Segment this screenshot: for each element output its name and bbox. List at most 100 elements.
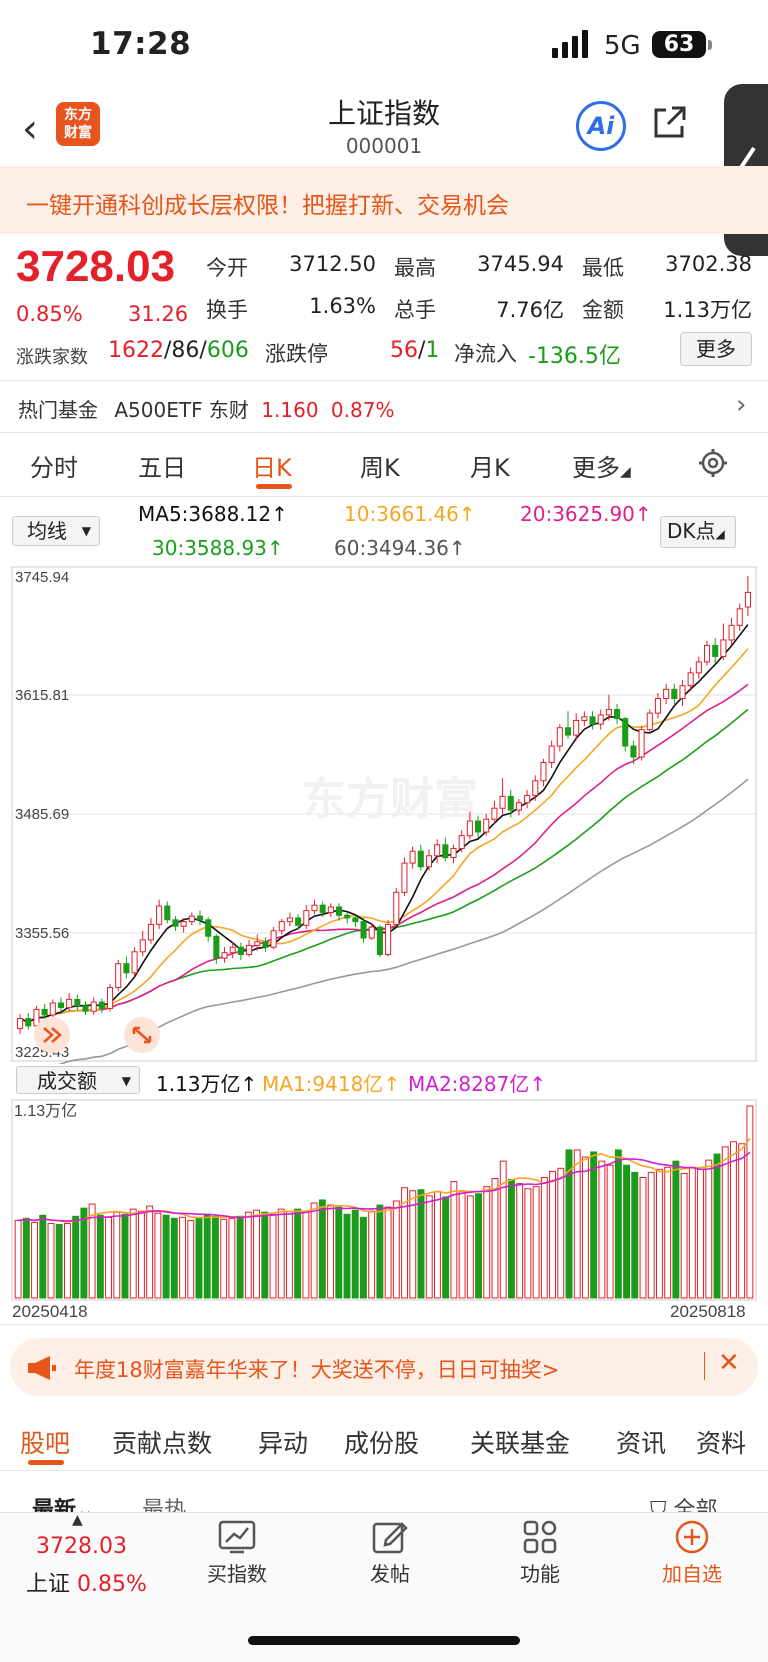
limit-sep: / xyxy=(418,338,426,363)
close-icon[interactable]: ✕ xyxy=(718,1348,740,1378)
fullscreen-icon[interactable] xyxy=(124,1017,160,1053)
hot-fund-label: 热门基金 xyxy=(18,398,98,422)
volume-bar xyxy=(105,1216,113,1299)
promo-ad-text[interactable]: 年度18财富嘉年华来了！大奖送不停，日日可抽奖> xyxy=(74,1358,560,1382)
caret-down-icon: ▼ xyxy=(81,524,91,538)
volume-bar xyxy=(401,1187,409,1299)
function-button[interactable]: 功能 xyxy=(508,1520,572,1587)
volume-bar xyxy=(417,1189,425,1299)
tab-news[interactable]: 资讯 xyxy=(616,1429,667,1458)
tab-movers[interactable]: 异动 xyxy=(258,1429,309,1458)
candle xyxy=(344,912,351,924)
open-label: 今开 xyxy=(206,256,248,280)
volume-bar xyxy=(557,1167,565,1299)
candle xyxy=(581,711,588,726)
volume-bar xyxy=(269,1213,277,1299)
tab-contribution[interactable]: 贡献点数 xyxy=(112,1429,213,1458)
candle xyxy=(123,956,130,979)
back-icon[interactable]: ‹ xyxy=(22,106,38,152)
caret-down-icon: ◢ xyxy=(620,464,631,480)
toolbar-pct: 0.85% xyxy=(77,1572,147,1597)
volume-bar xyxy=(606,1164,614,1299)
volume-selector[interactable]: 成交额 ▼ xyxy=(16,1066,140,1094)
toolbar-quote[interactable]: 上证 0.85% xyxy=(26,1566,147,1598)
buy-index-label: 买指数 xyxy=(207,1562,267,1586)
volume-bar xyxy=(162,1214,170,1299)
candle xyxy=(139,930,146,957)
volume-bar xyxy=(721,1146,729,1299)
candle xyxy=(605,694,612,721)
volume-bar xyxy=(746,1105,754,1299)
promo-ad-strip[interactable] xyxy=(10,1338,758,1396)
candle xyxy=(196,910,204,926)
stock-code: 000001 xyxy=(345,134,423,158)
tab-five-day[interactable]: 五日 xyxy=(138,454,186,482)
candle xyxy=(188,912,195,926)
hot-fund-row[interactable]: 热门基金 A500ETF 东财 1.160 0.87% xyxy=(18,394,394,423)
volume-bar xyxy=(63,1222,71,1299)
share-icon[interactable] xyxy=(652,104,688,140)
volume-bar xyxy=(113,1211,121,1299)
function-label: 功能 xyxy=(520,1562,560,1586)
volume-bar xyxy=(466,1195,474,1299)
volume-bar xyxy=(450,1181,458,1299)
tab-daily-k[interactable]: 日K xyxy=(252,454,292,482)
change-value: 31.26 xyxy=(128,302,189,326)
caret-up-icon: ▲ xyxy=(72,1512,83,1528)
battery-tip xyxy=(708,40,712,50)
chart-icon xyxy=(218,1520,256,1554)
ma-selector[interactable]: 均线 ▼ xyxy=(12,516,100,546)
candle xyxy=(172,916,179,931)
candle xyxy=(57,997,65,1013)
tab-weekly-k[interactable]: 周K xyxy=(360,454,400,482)
post-label: 发帖 xyxy=(370,1562,410,1586)
tab-more-label: 更多 xyxy=(572,454,620,482)
high-value: 3745.94 xyxy=(477,252,564,276)
hot-fund-name: A500ETF 东财 xyxy=(114,398,249,422)
toolbar-price[interactable]: 3728.03 xyxy=(36,1534,127,1559)
promo-banner-text[interactable]: 一键开通科创成长层权限！把握打新、交易机会 xyxy=(26,193,509,219)
breadth-sep-1: / xyxy=(164,338,172,363)
more-stats-button[interactable]: 更多 xyxy=(680,332,752,366)
promo-banner[interactable] xyxy=(0,166,768,234)
candle xyxy=(368,923,375,940)
candle xyxy=(720,623,727,661)
volume-ma-line xyxy=(18,1151,751,1222)
volume-bar xyxy=(154,1212,162,1299)
volume-bar xyxy=(458,1190,466,1299)
chevron-right-icon[interactable]: › xyxy=(736,390,747,420)
tab-constituents[interactable]: 成份股 xyxy=(344,1429,420,1458)
candle xyxy=(82,1001,89,1015)
volume-bar xyxy=(47,1222,55,1299)
post-button[interactable]: 发帖 xyxy=(358,1520,422,1587)
volume-bar xyxy=(713,1153,721,1299)
volume-bar xyxy=(392,1200,400,1299)
ma20-line xyxy=(19,683,749,1024)
ai-button[interactable]: Ai xyxy=(576,101,626,151)
flat-count: 86 xyxy=(171,338,200,363)
volume-bar xyxy=(294,1208,302,1299)
date-end: 20250818 xyxy=(670,1302,746,1321)
netflow-value: -136.5亿 xyxy=(528,344,621,369)
candle xyxy=(630,740,637,765)
tab-related-funds[interactable]: 关联基金 xyxy=(470,1429,571,1458)
tab-monthly-k[interactable]: 月K xyxy=(470,454,510,482)
tab-guba[interactable]: 股吧 xyxy=(20,1429,71,1458)
tab-profile[interactable]: 资料 xyxy=(696,1429,747,1458)
caret-down-icon: ▼ xyxy=(121,1074,131,1088)
dk-point-button[interactable]: DK点◢ xyxy=(660,516,736,548)
tab-more[interactable]: 更多◢ xyxy=(572,448,631,483)
tab-intraday[interactable]: 分时 xyxy=(30,454,78,482)
expand-arrows-icon[interactable] xyxy=(34,1017,70,1053)
signal-icon xyxy=(552,30,588,58)
volume-bar xyxy=(738,1143,746,1299)
volume-chart[interactable]: 1.13万亿 xyxy=(0,1098,768,1302)
buy-index-button[interactable]: 买指数 xyxy=(205,1520,269,1587)
volume-bar xyxy=(220,1218,228,1299)
volume-bar xyxy=(409,1190,417,1299)
settings-gear-icon[interactable] xyxy=(698,448,728,478)
volume-bar xyxy=(327,1204,335,1299)
add-watchlist-button[interactable]: 加自选 xyxy=(654,1520,730,1587)
candle xyxy=(434,839,441,864)
